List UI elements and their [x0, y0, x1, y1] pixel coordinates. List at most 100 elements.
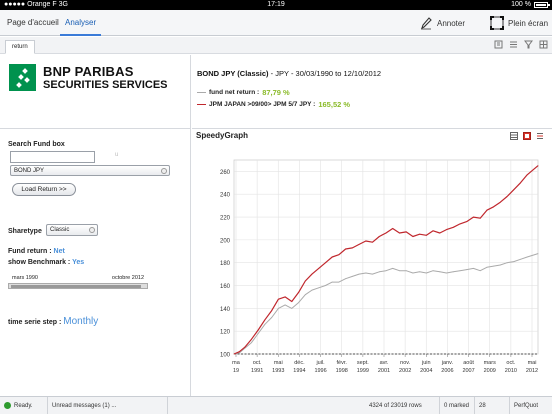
data-point	[452, 226, 454, 228]
data-point	[520, 258, 521, 260]
slider-start-label: mars 1990	[12, 275, 38, 281]
data-point	[446, 272, 447, 274]
annotate-label: Annoter	[437, 18, 466, 28]
x-tick-label: août	[463, 360, 474, 366]
x-tick-label: 1996	[314, 368, 326, 374]
fund-return-value[interactable]: Net	[53, 248, 65, 255]
data-point	[351, 247, 353, 249]
data-point	[513, 261, 515, 262]
data-point	[412, 272, 414, 274]
data-point	[385, 270, 387, 272]
series-step-value[interactable]: Monthly	[63, 316, 99, 327]
x-tick-label: mars	[484, 360, 496, 366]
logo-text-sub: SECURITIES SERVICES	[43, 79, 168, 91]
data-point	[459, 270, 461, 272]
fund-select[interactable]: BOND JPY	[10, 165, 170, 176]
x-tick-label: 2012	[526, 368, 538, 374]
tab-return[interactable]: return	[5, 40, 35, 54]
data-point	[345, 248, 347, 250]
data-point	[284, 296, 286, 298]
signal-icon: ●●●●●	[4, 1, 26, 8]
x-tick-label: mai	[528, 360, 537, 366]
x-tick-label: févr.	[337, 360, 348, 366]
battery-percent: 100 %	[511, 1, 531, 8]
bookmark-icon[interactable]	[494, 40, 503, 49]
data-point	[432, 270, 434, 272]
data-point	[372, 241, 373, 243]
fullscreen-icon	[490, 16, 504, 30]
x-tick-label: 1991	[251, 368, 263, 374]
data-point	[238, 351, 240, 353]
tab-analyser[interactable]: Analyser	[60, 10, 102, 36]
fund-return-label: Fund return :	[8, 248, 52, 255]
legend-fund-label: fund net return :	[209, 89, 260, 96]
series-step-label: time serie step :	[8, 319, 62, 326]
data-point	[419, 233, 421, 235]
data-point	[425, 272, 427, 274]
data-point	[284, 304, 286, 306]
benchmark-label: show Benchmark :	[8, 259, 71, 266]
x-tick-label: 2007	[462, 368, 474, 374]
slider-track[interactable]	[8, 283, 148, 289]
sharetype-value: Classic	[50, 227, 70, 233]
carrier-name: Orange F	[27, 1, 57, 8]
x-tick-label: mai	[274, 360, 283, 366]
logo-text-main: BNP PARIBAS	[43, 64, 134, 79]
x-tick-label: 2001	[378, 368, 390, 374]
ready-status: Ready.	[0, 397, 48, 414]
data-point	[251, 342, 252, 343]
data-point	[277, 307, 279, 309]
data-point	[277, 298, 279, 300]
data-point	[271, 310, 273, 312]
performance-chart: 100 120 140 160 180 200 220 240 260 ma 19 oct. 1991 m…	[220, 159, 539, 374]
list-icon[interactable]	[536, 132, 544, 140]
data-point	[473, 268, 474, 269]
x-tick-label: janv.	[441, 360, 454, 366]
sharetype-select[interactable]: Classic	[46, 224, 98, 236]
load-return-button[interactable]: Load Return >>	[12, 183, 76, 196]
grid-icon[interactable]	[539, 40, 548, 49]
legend-swatch	[197, 91, 206, 94]
chevron-down-icon	[161, 168, 167, 174]
user-name: PerfQuot Generic	[514, 403, 539, 409]
benchmark-row: show Benchmark : Yes	[8, 259, 84, 266]
marked-count: 0 marked	[440, 397, 475, 414]
x-tick-label: déc.	[294, 360, 305, 366]
x-tick-label: nov.	[400, 360, 410, 366]
data-point	[452, 271, 454, 273]
title-separator: -	[270, 69, 274, 78]
series-line-fund	[233, 253, 539, 355]
data-point	[378, 236, 380, 237]
data-point	[493, 206, 495, 208]
data-point	[372, 273, 373, 275]
unread-messages[interactable]: Unread messages (1) ...	[48, 397, 168, 414]
status-footer: Ready. Unread messages (1) ... 4324 of 2…	[0, 396, 552, 414]
fullscreen-button[interactable]: Plein écran	[490, 14, 548, 32]
x-tick-label: oct.	[253, 360, 262, 366]
annotate-button[interactable]: Annoter	[419, 14, 465, 32]
x-tick-label: 1998	[336, 368, 348, 374]
tab-home[interactable]: Page d'accueil	[7, 18, 59, 27]
fund-name: BOND JPY (Classic)	[197, 69, 269, 78]
pdf-icon[interactable]	[523, 132, 531, 140]
data-point	[291, 301, 293, 302]
network-type: 3G	[58, 1, 68, 8]
list-icon[interactable]	[509, 40, 518, 49]
data-point	[506, 262, 508, 264]
date-range-slider[interactable]: mars 1990 octobre 2012	[8, 275, 148, 291]
data-point	[392, 228, 394, 229]
y-tick-label: 260	[220, 170, 231, 176]
x-tick-label: 2010	[505, 368, 517, 374]
table-icon[interactable]	[510, 132, 518, 140]
data-point	[311, 273, 313, 275]
benchmark-value[interactable]: Yes	[72, 259, 85, 266]
fullscreen-label: Plein écran	[508, 18, 549, 28]
fund-info: BOND JPY (Classic) - JPY - 30/03/1990 to…	[192, 55, 552, 128]
data-point	[466, 269, 468, 270]
data-point	[392, 268, 394, 269]
filter-icon[interactable]	[524, 40, 533, 49]
x-tick-label: avr.	[380, 360, 389, 366]
legend-benchmark-value: 165,52 %	[318, 100, 351, 109]
search-fund-input[interactable]	[10, 151, 95, 163]
